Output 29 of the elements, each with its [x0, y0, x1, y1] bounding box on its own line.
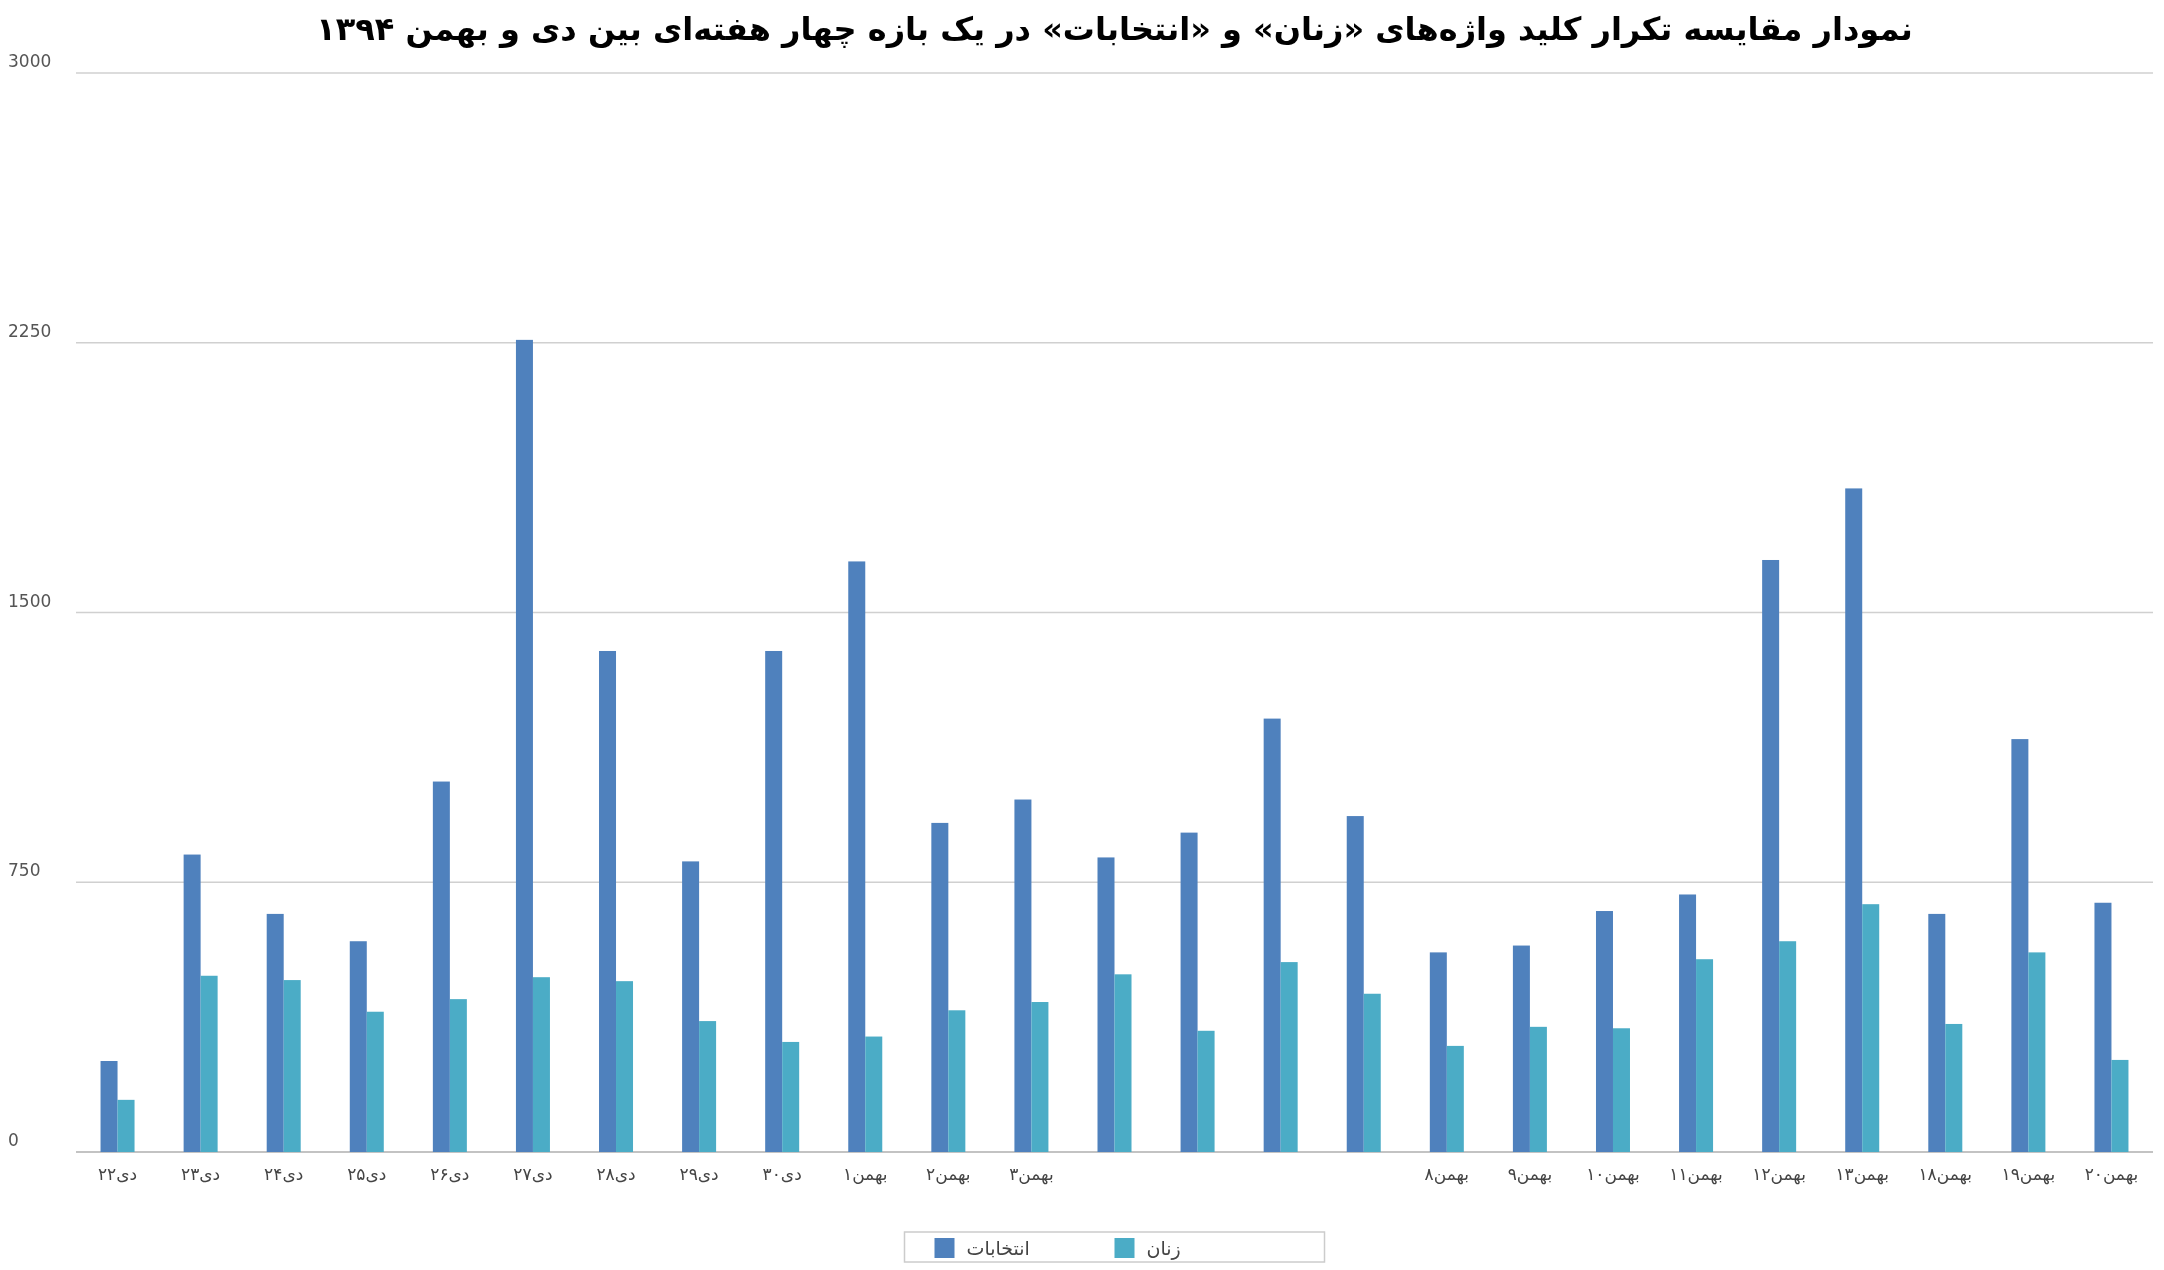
- x-tick-label: ۲۰بهمن: [2084, 1164, 2139, 1185]
- legend-label: انتخابات: [966, 1237, 1030, 1259]
- x-tick-label: ۱بهمن: [843, 1164, 888, 1185]
- x-tick-label: ۱۲بهمن: [1752, 1164, 1806, 1185]
- x-tick-label: ۲۷دی: [513, 1164, 553, 1184]
- x-tick-label: ۱۹بهمن: [2001, 1164, 2056, 1185]
- y-tick-label: 3000: [8, 51, 52, 71]
- x-tick-label: ۱۱بهمن: [1669, 1164, 1723, 1185]
- chart-title: نمودار مقایسه تکرار کلید واژه‌های «زنان» و «انتخابات» در یک بازه چهار هفته‌ای بین دی و بهمن ۱۳۹۴: [316, 10, 1913, 48]
- x-tick-label: ۱۰بهمن: [1586, 1164, 1640, 1185]
- x-tick-label: ۸بهمن: [1424, 1164, 1470, 1185]
- x-tick-label: ۱۸بهمن: [1918, 1164, 1973, 1185]
- x-tick-label: ۲۸دی: [596, 1164, 636, 1184]
- x-tick-label: ۲۴دی: [264, 1164, 304, 1184]
- x-tick-label: ۲۹دی: [679, 1164, 719, 1184]
- x-tick-label: ۹بهمن: [1507, 1164, 1553, 1185]
- legend-label: زنان: [1146, 1237, 1181, 1260]
- x-tick-label: ۲۳دی: [181, 1164, 221, 1184]
- x-tick-label: ۳۰دی: [762, 1164, 802, 1184]
- y-tick-label: 1500: [8, 590, 52, 611]
- x-tick-label: ۱۳بهمن: [1835, 1164, 1890, 1185]
- x-tick-label: ۲۲دی: [97, 1164, 138, 1184]
- x-tick-label: ۲بهمن: [926, 1164, 971, 1185]
- y-tick-label: 2250: [8, 320, 52, 341]
- x-tick-label: ۳بهمن: [1009, 1164, 1054, 1185]
- x-tick-label: ۲۵دی: [347, 1164, 387, 1184]
- x-tick-label: ۲۶دی: [430, 1164, 470, 1184]
- y-tick-label: 750: [8, 860, 41, 881]
- y-tick-label: 0: [8, 1130, 19, 1150]
